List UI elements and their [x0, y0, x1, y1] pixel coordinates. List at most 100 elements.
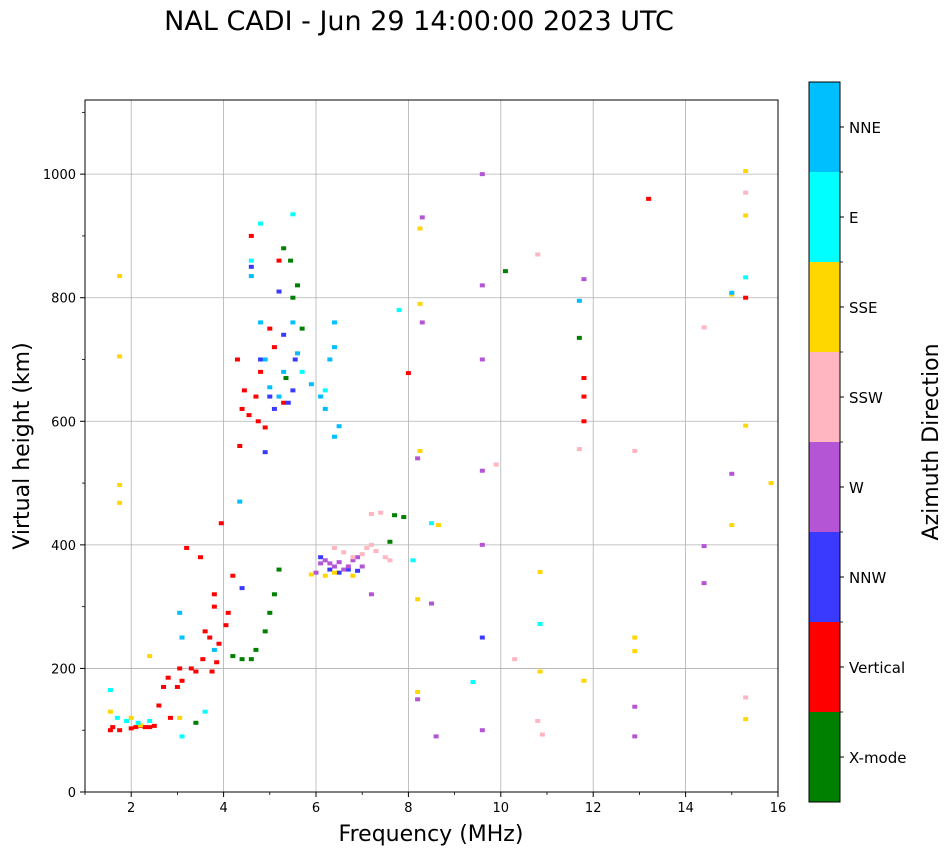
data-point-ssw [387, 558, 393, 563]
data-points [107, 169, 774, 739]
x-tick-label: 16 [770, 801, 787, 816]
data-point-w [341, 567, 347, 572]
data-point-sse [128, 715, 134, 720]
data-point-ssw [368, 542, 374, 547]
data-point-vertical [646, 196, 652, 201]
data-point-ssw [382, 555, 388, 560]
data-point-sse [415, 689, 421, 694]
data-point-e [124, 718, 130, 723]
data-point-e [202, 709, 208, 714]
data-point-sse [743, 423, 749, 428]
data-point-sse [729, 523, 735, 528]
data-point-w [318, 561, 324, 566]
data-point-nnw [479, 635, 485, 640]
data-point-vertical [200, 657, 206, 662]
data-point-nnw [281, 332, 287, 337]
data-point-nnw [276, 289, 282, 294]
data-point-vertical [128, 726, 134, 731]
data-point-w [415, 697, 421, 702]
data-point-e [322, 388, 328, 393]
x-tick-label: 4 [219, 801, 227, 816]
data-point-vertical [209, 669, 215, 674]
colorbar-label: Azimuth Direction [919, 343, 944, 540]
colorbar-tick-label: NNW [849, 569, 886, 587]
data-point-x-mode [288, 258, 294, 263]
data-point-x-mode [193, 720, 199, 725]
data-point-nnw [292, 357, 298, 362]
data-point-w [429, 601, 434, 606]
data-point-vertical [248, 233, 254, 238]
data-point-nne [576, 298, 582, 303]
data-point-x-mode [502, 269, 508, 274]
data-point-vertical [188, 666, 194, 671]
data-point-nne [281, 369, 287, 374]
data-point-nne [331, 345, 337, 350]
data-point-nne [327, 357, 333, 362]
data-point-e [743, 275, 749, 280]
data-point-vertical [405, 371, 411, 376]
colorbar-tick-label: Vertical [849, 659, 905, 677]
data-point-ssw [359, 552, 365, 557]
colorbar-tick-label: SSW [849, 389, 883, 407]
data-point-sse [743, 169, 749, 174]
data-point-nne [729, 290, 735, 295]
data-point-w [331, 564, 337, 569]
data-point-ssw [331, 545, 337, 550]
data-point-x-mode [239, 657, 245, 662]
x-tick-label: 12 [585, 801, 602, 816]
data-point-ssw [341, 550, 347, 555]
data-point-nnw [262, 450, 268, 455]
data-point-nne [177, 610, 183, 615]
data-point-w [368, 592, 374, 597]
y-axis-label: Virtual height (km) [10, 342, 35, 549]
data-point-sse [537, 570, 543, 575]
data-point-nne [336, 424, 342, 429]
data-point-sse [177, 715, 183, 720]
data-point-x-mode [262, 629, 268, 634]
data-point-w [327, 561, 333, 566]
data-point-w [479, 542, 485, 547]
colorbar-tick-label: SSE [849, 299, 878, 317]
data-point-nne [331, 320, 337, 325]
data-point-nne [295, 351, 301, 356]
x-axis-label: Frequency (MHz) [339, 822, 524, 847]
data-point-nne [267, 385, 273, 390]
x-tick-label: 14 [677, 801, 694, 816]
plot-frame [84, 99, 779, 793]
data-point-e [179, 734, 185, 739]
data-point-sse [632, 635, 638, 640]
data-point-nne [258, 320, 264, 325]
data-point-vertical [151, 723, 157, 728]
data-point-vertical [271, 345, 277, 350]
data-point-nne [237, 499, 243, 504]
data-point-vertical [117, 728, 123, 733]
data-point-vertical [246, 413, 252, 418]
data-point-vertical [198, 555, 203, 560]
data-point-w [632, 704, 638, 709]
data-point-w [479, 357, 485, 362]
data-point-x-mode [295, 283, 301, 288]
data-point-vertical [239, 406, 245, 411]
data-point-e [429, 521, 434, 526]
data-point-ssw [512, 657, 518, 662]
data-point-ssw [378, 510, 384, 515]
data-point-nnw [258, 357, 264, 362]
colorbar-swatch [809, 352, 840, 442]
data-point-ssw [743, 190, 749, 195]
data-point-nne [290, 320, 296, 325]
data-point-e [410, 558, 416, 563]
data-point-vertical [223, 623, 229, 628]
data-point-w [415, 456, 421, 461]
data-point-vertical [107, 728, 113, 733]
data-point-nne [248, 274, 254, 279]
data-point-vertical [241, 388, 247, 393]
data-point-vertical [147, 725, 153, 730]
data-point-vertical [255, 419, 261, 424]
data-point-vertical [179, 678, 185, 683]
grid-lines [85, 100, 779, 792]
data-point-vertical [581, 419, 587, 424]
data-point-vertical [161, 684, 167, 689]
data-point-vertical [234, 357, 240, 362]
data-point-e [290, 212, 296, 217]
